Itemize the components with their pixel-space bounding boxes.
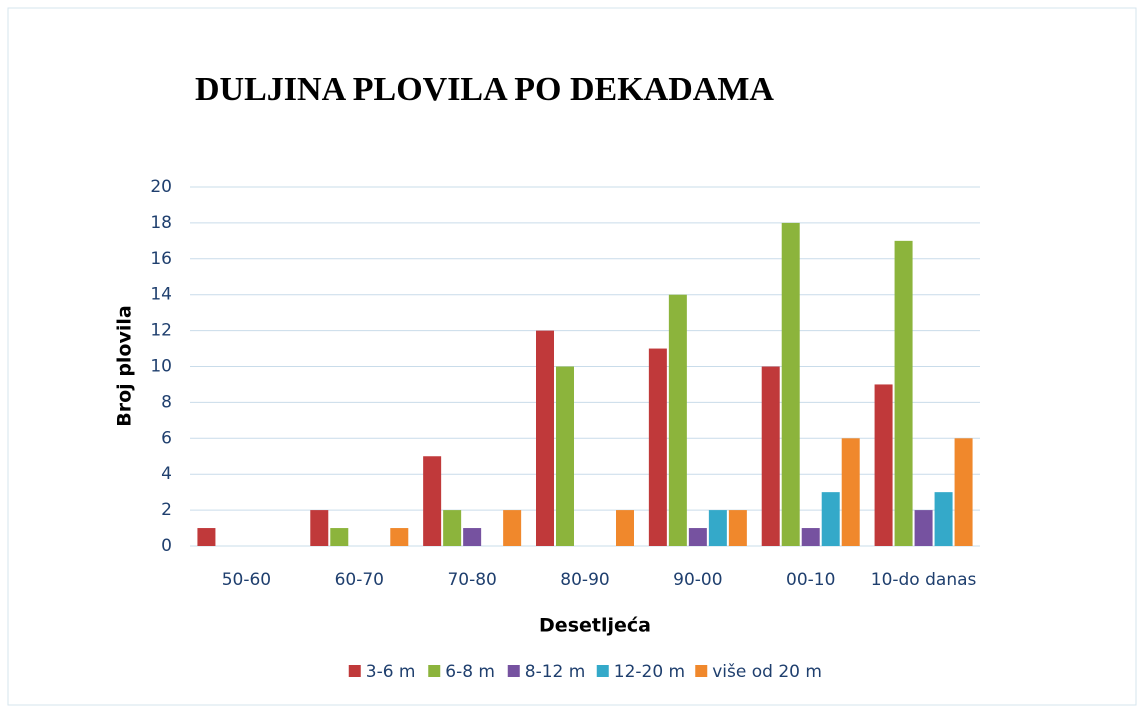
bar [556, 366, 574, 546]
x-tick-label: 90-00 [673, 570, 722, 590]
y-tick-label: 12 [150, 321, 172, 341]
bar [728, 510, 747, 546]
bar [463, 528, 482, 546]
chart-title: DULJINA PLOVILA PO DEKADAMA [195, 71, 774, 108]
y-tick-label: 2 [161, 500, 172, 520]
y-tick-label: 20 [150, 177, 172, 197]
bar [423, 456, 442, 546]
x-tick-label: 70-80 [447, 570, 496, 590]
x-axis-label: Desetljeća [539, 615, 651, 637]
bar [668, 294, 687, 546]
bar [648, 348, 667, 546]
x-tick-label: 60-70 [335, 570, 384, 590]
legend-swatch [348, 665, 361, 677]
bar [934, 492, 953, 546]
bar [616, 510, 634, 546]
x-tick-label: 00-10 [786, 570, 835, 590]
y-tick-label: 16 [150, 249, 172, 269]
chart-border [7, 7, 1137, 706]
legend-label: 12-20 m [614, 662, 685, 682]
y-tick-label: 4 [161, 464, 172, 484]
legend-swatch [507, 665, 520, 677]
x-tick-label: 50-60 [222, 570, 271, 590]
legend-swatch [596, 665, 609, 677]
bar [330, 528, 349, 546]
bar [894, 240, 913, 546]
x-tick-label: 10-do danas [871, 570, 977, 590]
bar [503, 510, 522, 546]
legend-label: 6-8 m [445, 662, 495, 682]
bar [954, 438, 973, 546]
y-tick-label: 18 [150, 213, 172, 233]
y-tick-label: 6 [161, 428, 172, 448]
y-tick-label: 8 [161, 392, 172, 412]
bar [688, 528, 707, 546]
bar [197, 528, 216, 546]
bar [874, 384, 893, 546]
bar [536, 330, 554, 546]
bar [801, 528, 820, 546]
y-tick-label: 10 [150, 357, 172, 377]
y-tick-label: 0 [161, 536, 172, 556]
bar [390, 528, 409, 546]
y-axis-label: Broj plovila [114, 305, 136, 426]
bar [310, 510, 329, 546]
bar [443, 510, 462, 546]
legend-label: 8-12 m [525, 662, 586, 682]
bar [914, 510, 933, 546]
bar [708, 510, 727, 546]
legend-swatch [428, 665, 441, 677]
x-tick-label: 80-90 [560, 570, 609, 590]
y-tick-label: 14 [150, 285, 172, 305]
bar [761, 366, 780, 546]
legend-label: 3-6 m [366, 662, 416, 682]
bar [821, 492, 840, 546]
legend-swatch [695, 665, 708, 677]
bar [841, 438, 860, 546]
bar [781, 222, 800, 546]
legend-label: više od 20 m [712, 662, 822, 682]
